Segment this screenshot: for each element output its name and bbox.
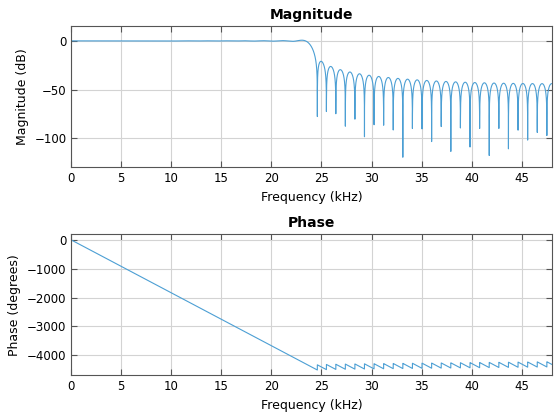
X-axis label: Frequency (kHz): Frequency (kHz)	[260, 191, 362, 204]
X-axis label: Frequency (kHz): Frequency (kHz)	[260, 399, 362, 412]
Y-axis label: Phase (degrees): Phase (degrees)	[8, 254, 21, 356]
Title: Phase: Phase	[288, 216, 335, 230]
Title: Magnitude: Magnitude	[270, 8, 353, 22]
Y-axis label: Magnitude (dB): Magnitude (dB)	[16, 48, 29, 145]
